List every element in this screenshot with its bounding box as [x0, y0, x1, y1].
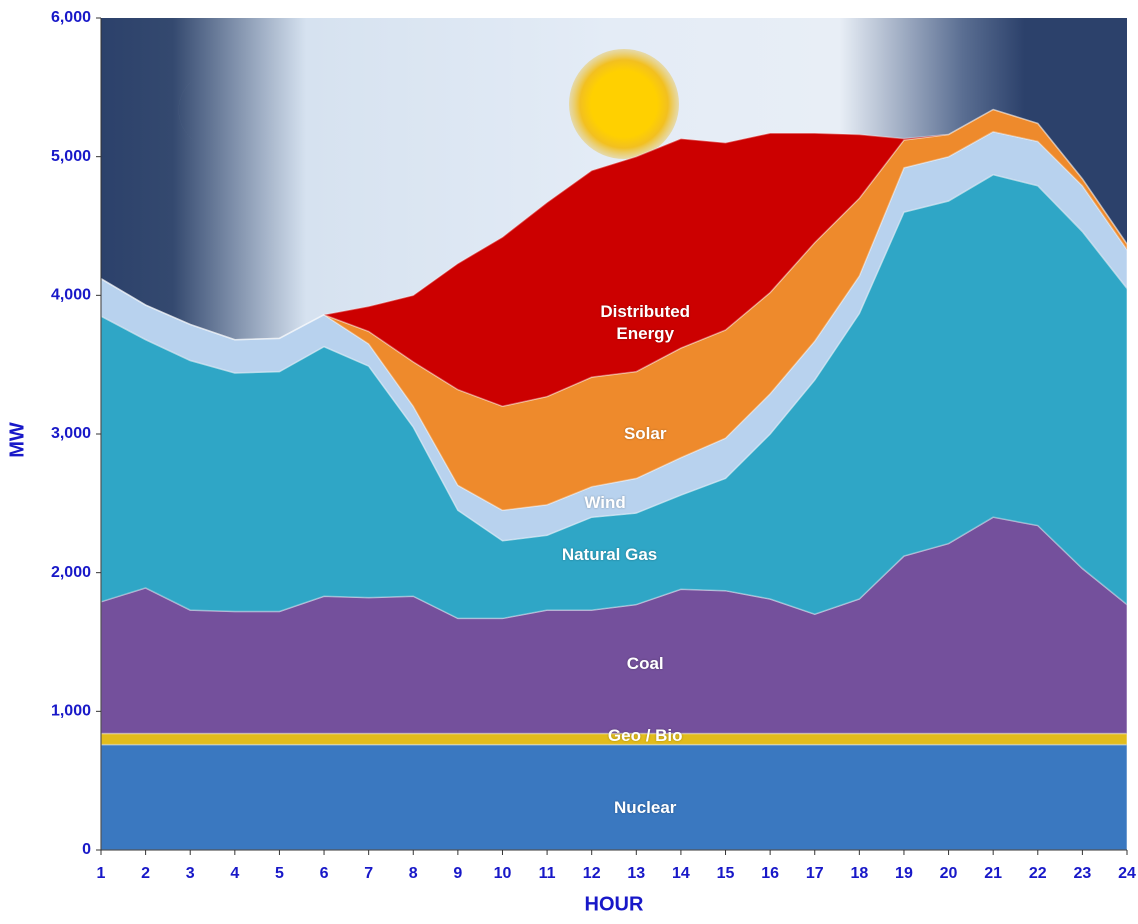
series-label: Geo / Bio — [607, 726, 683, 746]
x-tick-label: 20 — [940, 865, 958, 882]
area — [100, 130, 1128, 542]
x-tick-label: 4 — [230, 865, 239, 882]
x-tick-label: 21 — [984, 865, 1002, 882]
y-tick-label: 4,000 — [51, 287, 91, 304]
x-tick-label: 1 — [97, 865, 106, 882]
x-tick-label: 12 — [583, 865, 601, 882]
y-tick-label: 0 — [82, 841, 91, 858]
area — [100, 516, 1128, 735]
x-tick-label: 22 — [1029, 865, 1047, 882]
x-tick-label: 9 — [453, 865, 462, 882]
x-tick-label: 2 — [141, 865, 150, 882]
x-tick-label: 14 — [672, 865, 690, 882]
x-tick-label: 3 — [186, 865, 195, 882]
y-axis-title: MW — [6, 422, 28, 458]
x-tick-label: 5 — [275, 865, 284, 882]
areas — [100, 108, 1128, 851]
x-tick-label: 19 — [895, 865, 913, 882]
x-tick-label: 23 — [1073, 865, 1091, 882]
y-tick-label: 6,000 — [51, 9, 91, 26]
area — [100, 173, 1128, 620]
x-tick-label: 15 — [717, 865, 735, 882]
y-tick-label: 1,000 — [51, 703, 91, 720]
x-tick-label: 8 — [409, 865, 418, 882]
x-axis-title: HOUR — [585, 893, 644, 915]
series-label: Nuclear — [614, 798, 677, 818]
series-label: Distributed Energy — [600, 302, 691, 344]
sun-icon — [569, 49, 679, 159]
series-label: Natural Gas — [561, 544, 658, 564]
series-label: Coal — [626, 654, 664, 674]
x-tick-label: 11 — [539, 865, 556, 882]
x-tick-label: 16 — [761, 865, 779, 882]
series-label: Solar — [623, 424, 667, 443]
x-tick-label: 24 — [1118, 865, 1136, 882]
x-tick-label: 6 — [320, 865, 329, 882]
y-tick-label: 2,000 — [51, 564, 91, 581]
x-tick-label: 17 — [806, 865, 824, 882]
y-tick-label: 5,000 — [51, 148, 91, 165]
x-tick-label: 10 — [494, 865, 512, 882]
series-label: Wind — [584, 493, 626, 513]
x-tick-label: 13 — [627, 865, 645, 882]
y-tick-label: 3,000 — [51, 425, 91, 442]
x-tick-label: 18 — [850, 865, 868, 882]
x-tick-label: 7 — [364, 865, 373, 882]
